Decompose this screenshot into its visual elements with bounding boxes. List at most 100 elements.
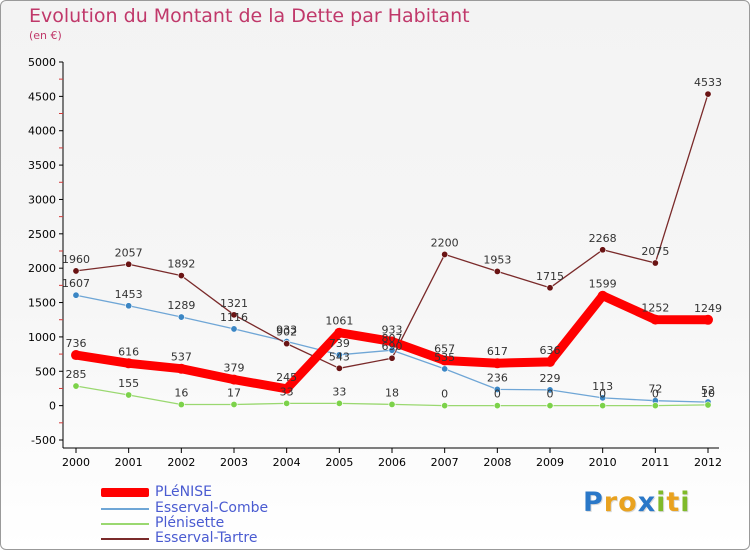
data-label: 0 [441,388,448,401]
proxiti-logo: Proxiti [583,487,691,518]
data-point [651,259,659,267]
data-label: 690 [382,340,403,353]
data-label: 285 [66,368,87,381]
data-label: 72 [648,383,662,396]
x-tick-label: 2009 [536,456,564,469]
y-tick-label: 4000 [28,125,56,138]
logo-letter: o [618,487,638,518]
logo-letter: t [666,487,681,518]
y-tick-label: -500 [31,434,56,447]
logo-letter: i [656,487,667,518]
data-label: 1892 [167,258,195,271]
data-label: 1289 [167,299,195,312]
data-label: 0 [652,388,659,401]
legend-swatch-esserval-tartre [101,537,149,540]
chart-title: Evolution du Montant de la Dette par Hab… [29,5,470,27]
data-label: 155 [118,377,139,390]
data-label: 807 [382,332,403,345]
x-tick-label: 2010 [589,456,617,469]
data-point [334,327,345,338]
data-point [177,313,185,321]
logo-letter: i [680,487,691,518]
data-label: 1607 [62,277,90,290]
y-tick-label: 1000 [28,331,56,344]
data-label: 2057 [115,246,143,259]
data-label: 2200 [431,236,459,249]
data-label: 17 [227,386,241,399]
data-label: 0 [547,388,554,401]
data-label: 33 [332,385,346,398]
logo-letter: x [637,487,657,518]
data-point [546,402,554,410]
data-label: 10 [701,387,715,400]
x-tick-label: 2012 [694,456,722,469]
data-point [230,400,238,408]
data-label: 636 [540,344,561,357]
y-tick-label: 3500 [28,159,56,172]
data-point [599,246,607,254]
data-label: 902 [276,326,297,339]
y-tick-label: 1500 [28,297,56,310]
data-point [125,391,133,399]
logo-letter: r [603,487,619,518]
data-point [177,272,185,280]
legend-swatch-plenise [101,488,149,497]
data-point [125,302,133,310]
y-tick-label: 3000 [28,193,56,206]
y-tick-label: 0 [49,400,56,413]
data-label: 33 [280,385,294,398]
legend-label: PLéNISE [155,484,212,500]
legend-swatch-esserval-combe [101,507,149,510]
data-label: 543 [329,350,350,363]
data-point [72,267,80,275]
legend-item-esserval-tartre: Esserval-Tartre [101,531,257,546]
data-label: 1599 [589,278,617,291]
legend-label: Esserval-Tartre [155,530,258,546]
data-point [493,385,501,393]
data-label: 537 [171,351,192,364]
legend-label: Esserval-Combe [155,500,269,516]
data-label: 736 [66,337,87,350]
data-label: 1249 [694,302,722,315]
data-point [125,260,133,268]
legend-item-plenisette: Plénisette [101,516,224,531]
data-point [441,402,449,410]
data-point [599,394,607,402]
x-tick-label: 2004 [273,456,301,469]
data-label: 18 [385,386,399,399]
data-point [441,250,449,258]
x-tick-label: 2005 [325,456,353,469]
data-point [335,364,343,372]
data-point [123,358,134,369]
x-tick-label: 2003 [220,456,248,469]
data-label: 616 [118,345,139,358]
data-label: 1116 [220,311,248,324]
data-label: 0 [494,388,501,401]
data-point [72,382,80,390]
data-point [703,314,713,325]
y-tick-label: 5000 [28,56,56,69]
logo-letter: P [583,487,604,518]
legend-item-plenise: PLéNISE [101,485,212,500]
data-label: 245 [276,371,297,384]
data-label: 52 [701,384,715,397]
y-tick-label: 2500 [28,228,56,241]
data-label: 1453 [115,288,143,301]
data-point [493,267,501,275]
data-point [704,90,712,98]
y-tick-label: 500 [35,365,56,378]
data-label: 933 [382,324,403,337]
data-point [387,336,397,347]
data-label: 236 [487,371,508,384]
data-label: 229 [540,372,561,385]
data-point [704,401,712,409]
data-point [441,365,449,373]
data-label: 1252 [641,302,669,315]
data-point [546,386,554,394]
data-label: 739 [329,337,350,350]
data-label: 933 [276,324,297,337]
data-label: 1715 [536,270,564,283]
chart-subtitle: (en €) [29,29,62,42]
data-label: 1321 [220,297,248,310]
data-label: 2268 [589,232,617,245]
